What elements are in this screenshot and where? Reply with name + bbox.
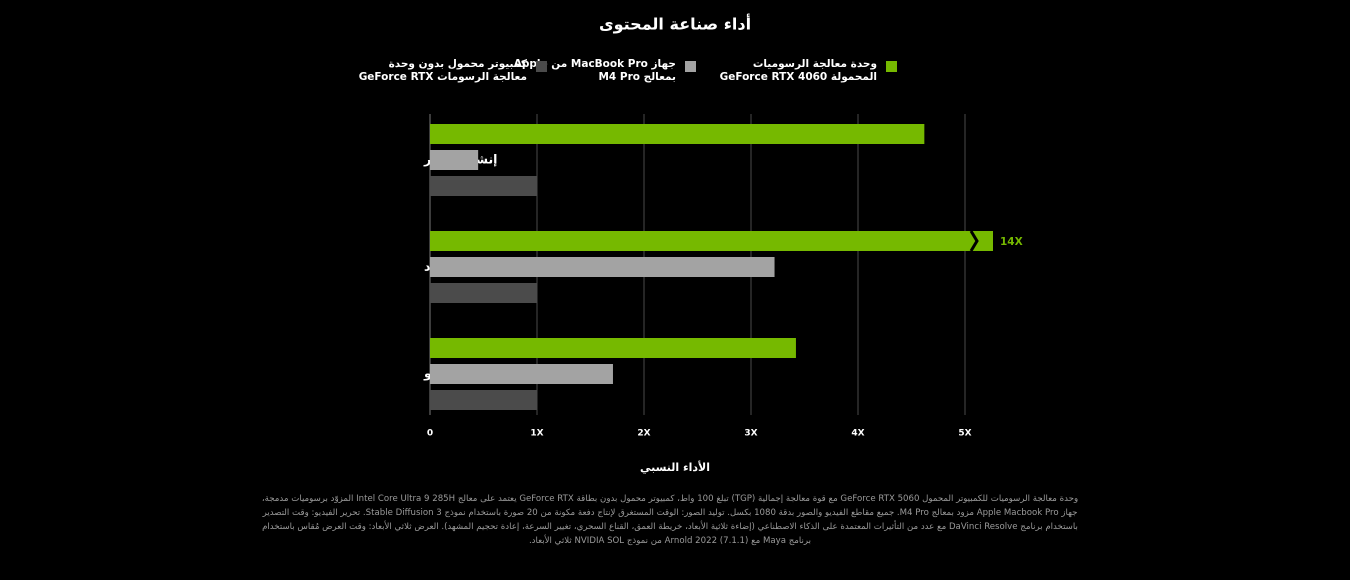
bar: [430, 176, 537, 196]
bar: [430, 150, 479, 170]
bar: [430, 364, 613, 384]
bar: [430, 124, 925, 144]
axis-break: [969, 230, 979, 252]
legend-label: وحدة معالجة الرسوميات المحمولة GeForce R…: [719, 58, 877, 83]
value-label: 14X: [1000, 236, 1023, 248]
bar: [430, 231, 993, 251]
footnote: وحدة معالجة الرسوميات للكمبيوتر المحمول …: [261, 494, 1079, 546]
legend-swatch: [536, 61, 547, 72]
bar: [430, 390, 537, 410]
legend-swatch: [685, 61, 696, 72]
legend-label: جهاز MacBook Pro من Apple بمعالج M4 Pro: [513, 58, 676, 83]
x-tick-label: 4X: [851, 429, 864, 439]
bar: [430, 338, 796, 358]
x-tick-label: 0: [427, 429, 433, 439]
chart-title: أداء صناعة المحتوى: [599, 14, 751, 34]
x-tick-label: 2X: [637, 429, 650, 439]
x-tick-label: 5X: [958, 429, 971, 439]
bar: [430, 257, 775, 277]
legend-label: كمبيوتر محمول بدون وحدة معالجة الرسومات …: [358, 58, 527, 83]
x-axis-label: الأداء النسبي: [640, 460, 710, 474]
x-tick-label: 3X: [744, 429, 757, 439]
bar: [430, 283, 537, 303]
legend-swatch: [886, 61, 897, 72]
x-tick-label: 1X: [530, 429, 543, 439]
